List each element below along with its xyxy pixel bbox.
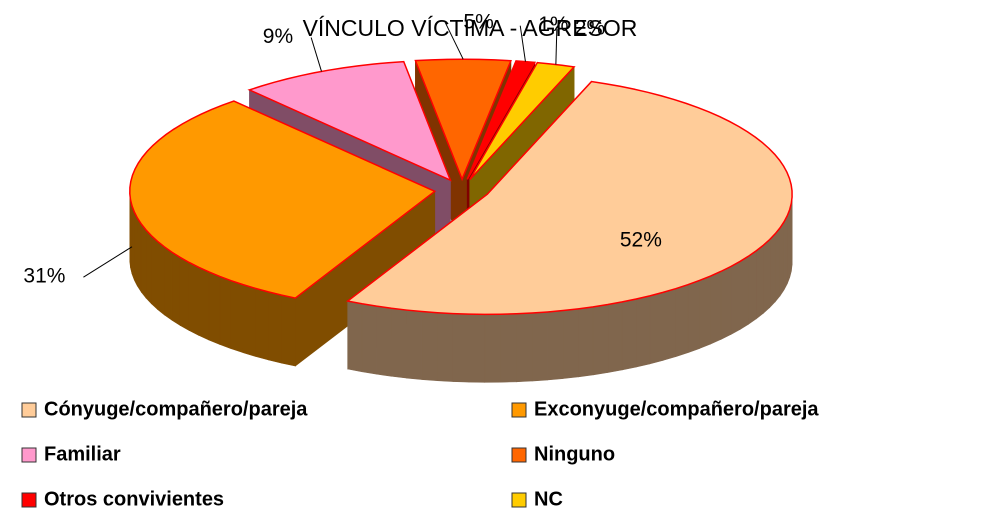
slice-side — [188, 261, 200, 336]
legend-swatch — [21, 447, 37, 463]
slice-side — [391, 307, 407, 379]
slice-side — [720, 266, 732, 340]
data-label: 52% — [620, 228, 662, 251]
slice-side — [157, 240, 165, 316]
slice-side — [774, 226, 781, 303]
slice-side — [134, 211, 138, 287]
slice-side — [437, 312, 454, 382]
legend-label: NC — [534, 488, 563, 510]
legend-swatch — [511, 447, 527, 463]
slice-side — [281, 294, 296, 367]
leader-line — [444, 22, 464, 60]
slice-side — [516, 312, 533, 383]
slice-side — [219, 276, 232, 350]
slice-side — [406, 309, 423, 380]
slice-side — [131, 205, 135, 281]
slice-side — [531, 311, 548, 382]
slice — [129, 100, 437, 299]
slice — [469, 61, 576, 181]
slice-side — [164, 246, 173, 321]
slice-group — [345, 80, 793, 383]
slice-side — [242, 284, 256, 357]
slice-side — [468, 313, 486, 383]
legend-label: Cónyuge/compañero/pareja — [44, 398, 308, 420]
slice-side — [547, 310, 564, 381]
data-label: 1% — [538, 13, 568, 36]
slice-side — [484, 313, 501, 383]
slice-side — [739, 255, 749, 330]
leader-line — [310, 37, 322, 72]
data-label: 31% — [23, 265, 65, 288]
slice-side — [675, 284, 689, 358]
slice-side — [361, 303, 377, 375]
slice-side — [255, 287, 269, 361]
slice-side — [662, 288, 676, 361]
slice-side — [268, 291, 282, 364]
data-label: 9% — [263, 25, 293, 48]
slice-side — [376, 305, 392, 377]
slice-side — [763, 238, 771, 314]
legend-label: Ninguno — [534, 443, 615, 465]
slice-side — [577, 306, 594, 378]
slice-side — [635, 295, 651, 368]
legend-label: Otros convivientes — [44, 488, 224, 510]
slice-side — [649, 291, 664, 365]
legend-label: Familiar — [44, 443, 121, 465]
slice — [247, 60, 452, 182]
slice-side — [421, 311, 438, 382]
data-label: 5% — [463, 10, 493, 33]
slice-side — [452, 313, 470, 383]
slice-side — [607, 301, 623, 373]
slice-side — [179, 256, 190, 331]
slice-side — [756, 244, 764, 320]
slice-side — [230, 280, 244, 354]
legend-swatch — [21, 402, 37, 418]
slice-side — [140, 223, 147, 299]
slice-side — [779, 220, 785, 297]
legend-label: Exconyuge/compañero/pareja — [534, 398, 819, 420]
leader-line — [555, 29, 558, 65]
legend-swatch — [511, 492, 527, 508]
slice-side — [787, 209, 791, 284]
slice-side — [592, 304, 609, 376]
slice-side — [783, 215, 788, 290]
chart-title: VÍNCULO VÍCTIMA - AGRESOR — [303, 15, 638, 41]
slice-side — [145, 229, 152, 305]
slice-side — [699, 275, 711, 349]
legend-swatch — [21, 492, 37, 508]
slice-side — [208, 271, 221, 345]
slice-side — [347, 300, 363, 373]
slice-side — [748, 250, 757, 325]
leader-line — [519, 25, 526, 62]
legend-swatch — [511, 402, 527, 418]
leader-line — [83, 246, 133, 278]
slice-side — [171, 251, 181, 326]
slice-side — [769, 232, 776, 309]
slice-side — [621, 298, 637, 371]
slice-side — [500, 313, 517, 383]
slice-side — [151, 234, 158, 310]
slice-side — [710, 270, 722, 345]
slice-side — [730, 260, 741, 336]
slice-side — [687, 280, 700, 354]
slice-side — [137, 217, 142, 294]
slice-side — [562, 308, 579, 379]
data-label: 2% — [575, 17, 605, 40]
slice — [345, 80, 793, 316]
slice-group — [129, 100, 437, 367]
slice-side — [198, 266, 210, 341]
